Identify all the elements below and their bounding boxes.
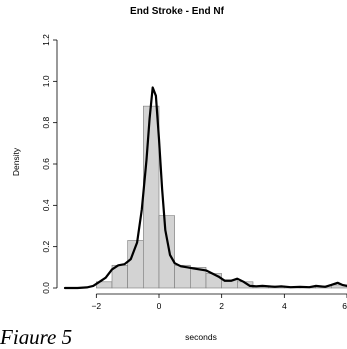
histogram-bar-15 [331, 284, 347, 289]
x-tick-label-1: 0 [157, 301, 162, 311]
y-axis: 0.0 0.2 0.4 0.6 0.8 1.0 1.2 [41, 34, 58, 294]
y-tick-label-4: 0.8 [41, 116, 51, 128]
x-tick-label-3: 4 [282, 301, 287, 311]
y-tick-label-3: 0.6 [41, 158, 51, 170]
figure-caption: Figure 5 [0, 325, 72, 344]
x-tick-label-0: −2 [91, 301, 101, 311]
y-tick-label-2: 0.4 [41, 199, 51, 211]
x-axis: −2 0 2 4 6 [91, 293, 347, 311]
histogram-bars [96, 105, 347, 289]
y-tick-label-0: 0.0 [41, 282, 51, 294]
chart-title: End Stroke - End Nf [130, 6, 225, 17]
density-curve-group [63, 86, 347, 290]
y-tick-label-5: 1.0 [41, 75, 51, 87]
histogram-bar-3 [143, 105, 160, 289]
histogram-bar-4 [158, 215, 175, 289]
x-axis-label: seconds [185, 332, 217, 342]
y-axis-label: Density [11, 147, 21, 176]
y-tick-label-1: 0.2 [41, 240, 51, 252]
density-curve-line [63, 86, 347, 290]
histogram-bar-7 [205, 273, 222, 289]
y-tick-label-6: 1.2 [41, 34, 51, 46]
x-tick-label-2: 2 [219, 301, 224, 311]
histogram-bar-5 [174, 264, 191, 289]
x-tick-label-4: 6 [342, 301, 347, 311]
